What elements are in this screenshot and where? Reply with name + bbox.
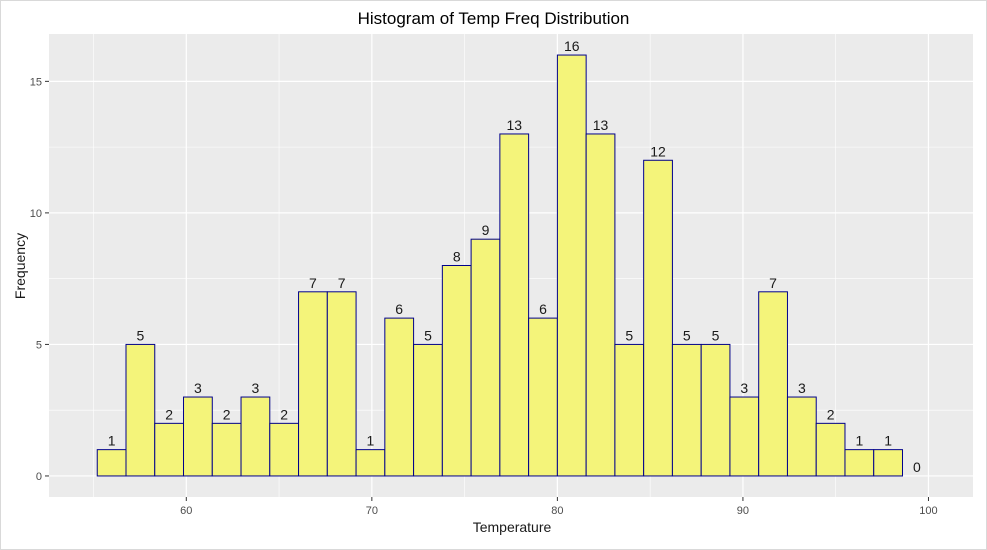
x-tick-label: 90 [737,505,749,517]
histogram-bar [125,343,156,477]
histogram-bar [700,343,731,477]
bar-count-label: 7 [338,275,346,291]
x-tick-label: 70 [366,505,378,517]
histogram-bar [269,422,300,477]
histogram-bar [729,396,760,477]
bar-count-label: 2 [223,406,231,422]
y-axis-label: Frequency [12,232,28,300]
bar-count-label: 6 [395,301,403,317]
y-tick-label: 0 [36,471,42,483]
histogram-bar [786,396,817,477]
histogram-bar [585,133,616,477]
bar-count-label: 5 [136,327,144,343]
histogram-bar [183,396,213,477]
bar-count-label: 12 [650,143,666,159]
bar-count-label: 5 [712,327,720,343]
y-tick-label: 15 [30,76,42,88]
bar-count-label: 3 [740,380,748,396]
histogram-bar [873,449,903,477]
x-axis-label: Temperature [472,519,552,535]
bar-count-label: 6 [539,301,547,317]
histogram-bar [758,291,788,477]
histogram-bar [643,159,673,477]
bar-count-label: 5 [683,327,691,343]
x-tick-label: 100 [919,505,937,517]
bar-count-label: 5 [424,327,432,343]
x-axis: 60 70 80 90 100 [180,497,938,517]
bar-count-label: 1 [855,433,863,449]
bar-count-label: 16 [564,38,580,54]
bar-count-label: 1 [108,433,116,449]
histogram-bar [355,449,386,477]
histogram-bar [298,291,328,477]
histogram-bar [154,422,185,477]
bars-group [96,54,903,477]
bar-count-label: 7 [769,275,777,291]
histogram-bar [844,449,875,477]
bar-count-label: 3 [252,380,260,396]
chart-title: Histogram of Temp Freq Distribution [357,9,630,28]
histogram-bar [441,265,472,477]
bar-count-label: 2 [280,406,288,422]
bar-count-label: 2 [827,406,835,422]
histogram-bar [413,343,443,477]
histogram-bar [499,133,530,477]
bar-count-label: 8 [453,249,461,265]
x-tick-label: 60 [180,505,192,517]
histogram-bar [240,396,271,477]
histogram-bar [96,449,127,477]
histogram-bar [326,291,357,477]
y-tick-label: 10 [30,208,42,220]
bar-count-label: 3 [194,380,202,396]
bar-count-label: 1 [884,433,892,449]
bar-count-label: 13 [593,117,609,133]
x-tick-label: 80 [551,505,563,517]
histogram-bar [556,54,587,477]
bar-count-label: 2 [165,406,173,422]
bar-count-label: 1 [367,433,375,449]
histogram-bar [470,238,501,477]
histogram-bar [528,317,558,477]
y-axis: 0 5 10 15 [30,76,49,483]
histogram-bar [815,422,846,477]
bar-count-label: 0 [913,459,921,475]
bar-count-label: 9 [482,222,490,238]
histogram-bar [211,422,242,477]
y-tick-label: 5 [36,339,42,351]
histogram-bar [671,343,702,477]
bar-count-label: 7 [309,275,317,291]
bar-count-label: 13 [506,117,522,133]
histogram-bar [384,317,415,477]
histogram-bar [614,343,645,477]
bar-count-label: 3 [798,380,806,396]
bar-count-label: 5 [625,327,633,343]
